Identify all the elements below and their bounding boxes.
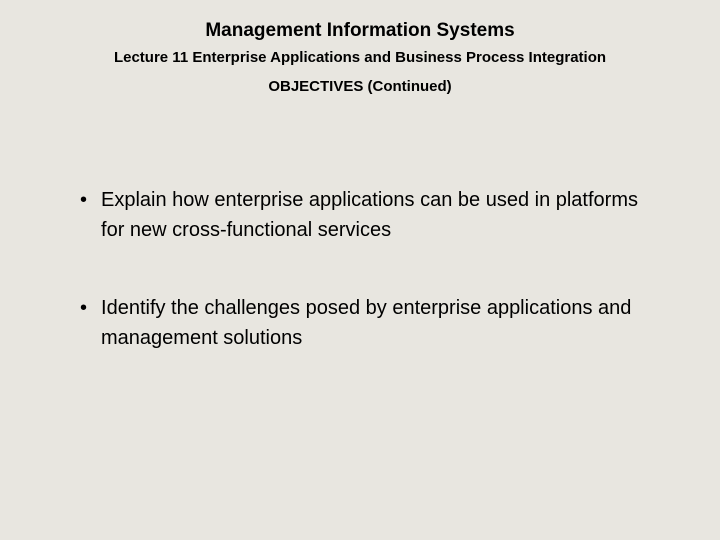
list-item: • Identify the challenges posed by enter…	[80, 293, 660, 353]
list-item: • Explain how enterprise applications ca…	[80, 185, 660, 245]
bullet-marker-icon: •	[80, 293, 87, 323]
bullet-text: Explain how enterprise applications can …	[101, 185, 660, 245]
section-title: OBJECTIVES (Continued)	[60, 78, 660, 95]
slide-header: Management Information Systems Lecture 1…	[60, 20, 660, 95]
bullet-list: • Explain how enterprise applications ca…	[60, 185, 660, 353]
subtitle: Lecture 11 Enterprise Applications and B…	[60, 48, 660, 68]
main-title: Management Information Systems	[60, 20, 660, 42]
slide-container: Management Information Systems Lecture 1…	[0, 0, 720, 540]
bullet-marker-icon: •	[80, 185, 87, 215]
bullet-text: Identify the challenges posed by enterpr…	[101, 293, 660, 353]
